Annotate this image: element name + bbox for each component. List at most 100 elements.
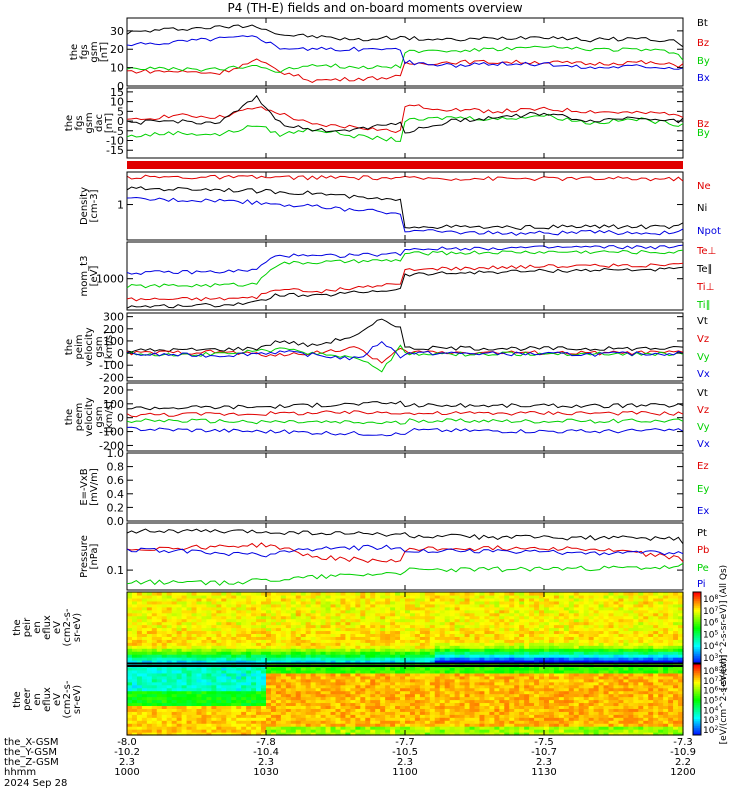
x-axis-tick-value: -7.3	[673, 737, 693, 748]
mode-bar-panel	[127, 161, 683, 169]
peem-velocity-ytick-label: 100	[103, 398, 124, 411]
density-series-Npot-line	[126, 196, 684, 236]
fgs-gsm-dac-ytick-label: -15	[106, 144, 124, 157]
peer-spectrogram-ylabel-line: peer	[22, 687, 33, 711]
peim-velocity-ytick-label: 200	[103, 323, 124, 336]
density-ylabel-line: Density	[79, 187, 90, 225]
x-axis-tick-value: -7.7	[395, 737, 415, 748]
peim-velocity-ytick-label: -100	[99, 359, 124, 372]
peir-spectrogram-ylabel-line: eflux	[42, 615, 53, 640]
pressure-series-Pe-line	[126, 562, 684, 586]
e-field-ytick-label: 1.0	[107, 447, 125, 460]
peim-velocity-legend-0: Vt	[697, 316, 708, 327]
peim-velocity-ylabel-line: velocity	[84, 327, 95, 366]
pressure-panel: 0.1 Pressure [nPa] Pt Pb Pe Pi	[79, 522, 709, 591]
temperature-legend-3: Ti∥	[696, 300, 711, 311]
e-field-frame	[126, 452, 684, 522]
colorbar-tick-label: 107	[703, 606, 718, 617]
x-axis-tick-value: 2.3	[258, 757, 274, 768]
x-axis-tick-value: 2.3	[397, 757, 413, 768]
peem-velocity-ytick-label: -200	[99, 439, 124, 452]
x-axis-row-label: the_X-GSM	[4, 737, 58, 748]
fgs-gsm-mag-ylabel-line: the	[69, 44, 80, 60]
x-axis-row-label: hhmm	[4, 767, 36, 778]
colorbar-tick-label: 104	[703, 641, 718, 652]
peim-velocity-series-Vy-line	[126, 344, 684, 373]
x-axis-tick-value: -10.4	[253, 747, 279, 758]
x-axis-row-label: the_Z-GSM	[4, 757, 59, 768]
colorbar-tick-label: 106	[703, 618, 718, 629]
peem-velocity-ylabel-line: velocity	[84, 397, 95, 436]
x-axis-tick-value: 1200	[670, 767, 695, 778]
temperature-ylabel-line: mom_t3	[79, 256, 90, 297]
x-axis-tick-value: 1130	[531, 767, 556, 778]
pressure-legend-0: Pt	[697, 528, 707, 539]
colorbar-tick-label: 103	[703, 715, 718, 726]
fgs-gsm-dac-series-By-line	[126, 113, 684, 142]
fgs-gsm-dac-ylabel-line: the	[64, 115, 75, 131]
fgs-gsm-mag-legend-1: Bz	[697, 38, 709, 49]
colorbar-tick-label: 108	[703, 666, 718, 677]
peem-velocity-ytick-label: 0	[117, 412, 124, 425]
x-axis-tick-value: -8.0	[117, 737, 137, 748]
fgs-gsm-dac-ylabel-line: gsm	[84, 112, 95, 133]
x-axis-tick-value: 2.3	[536, 757, 552, 768]
x-axis-tick-value: -10.2	[114, 747, 140, 758]
peir-spectrogram-ylabel-line: peir	[22, 617, 33, 637]
density-legend-1: Ni	[697, 203, 707, 214]
pressure-legend-2: Pe	[697, 563, 709, 574]
fgs-gsm-dac-ylabel-line: fgs	[74, 115, 85, 130]
fgs-gsm-mag-legend-3: Bx	[697, 73, 710, 84]
x-axis-row-label: 2024 Sep 28	[4, 778, 67, 789]
x-axis-tick-value: 2.3	[119, 757, 135, 768]
x-axis-tick-value: 1030	[253, 767, 278, 778]
peem-velocity-frame	[126, 382, 684, 452]
e-field-legend-0: Ez	[697, 461, 709, 472]
peer-spectrogram-ylabel-line: en	[32, 693, 43, 706]
density-ylabel-line: [cm-3]	[89, 189, 100, 222]
pressure-legend-3: Pi	[697, 579, 706, 590]
x-axis-tick-value: -7.5	[534, 737, 554, 748]
peem-velocity-ytick-label: 200	[103, 384, 124, 397]
peem-velocity-legend-3: Vx	[697, 439, 710, 450]
fgs-gsm-dac-legend-0: Bz	[697, 119, 709, 130]
fgs-gsm-mag-ytick-label: 0	[117, 80, 124, 93]
temperature-legend-1: Te∥	[696, 264, 713, 275]
density-legend-2: Npot	[697, 226, 721, 237]
peim-velocity-ytick-label: 300	[103, 311, 124, 324]
peim-velocity-ylabel-line: gsm	[94, 336, 105, 357]
temperature-series-Ti∥-line	[126, 249, 684, 289]
peem-velocity-legend-1: Vz	[697, 405, 709, 416]
peim-velocity-series-Vt-line	[126, 318, 684, 353]
peer-spectrogram-ylabel-line: (cm2-s-	[62, 680, 73, 718]
pressure-ytick-label: 0.1	[107, 564, 125, 577]
fgs-gsm-dac-ylabel-line: dac	[94, 114, 105, 132]
peer-spectrogram-ylabel-line: the	[12, 691, 23, 707]
fgs-gsm-dac-ytick-label: -10	[106, 135, 124, 148]
fgs-gsm-mag-series-Bx-line	[126, 35, 684, 70]
temperature-ytick-label: 1000	[96, 273, 124, 286]
peir-spectrogram-colorbar-label: [eV/(cm^2-s-sr-eV)] (All Qs)	[719, 565, 729, 690]
mode-bar-fill	[127, 161, 683, 169]
e-field-ylabel-line: E=-VxB	[79, 468, 90, 505]
temperature-series-Te∥-line	[126, 266, 684, 309]
fgs-gsm-mag-ytick-label: 20	[110, 43, 124, 56]
fgs-gsm-mag-ylabel-line: [nT]	[99, 42, 110, 62]
fgs-gsm-mag-series-Bt-line	[126, 24, 684, 48]
peem-velocity-ylabel-line: [km/s]	[104, 401, 115, 433]
x-axis-tick-value: -7.8	[256, 737, 276, 748]
temperature-ylabel-line: [eV]	[89, 266, 100, 287]
fgs-gsm-mag-legend-0: Bt	[697, 18, 708, 29]
peir-spectrogram-ylabel-line: the	[12, 619, 23, 635]
fgs-gsm-mag-ylabel-line: fgs	[79, 44, 90, 59]
x-axis-tick-value: -10.5	[392, 747, 418, 758]
peim-velocity-series-Vx-line	[126, 341, 684, 361]
temperature-legend-2: Ti⊥	[696, 282, 714, 293]
